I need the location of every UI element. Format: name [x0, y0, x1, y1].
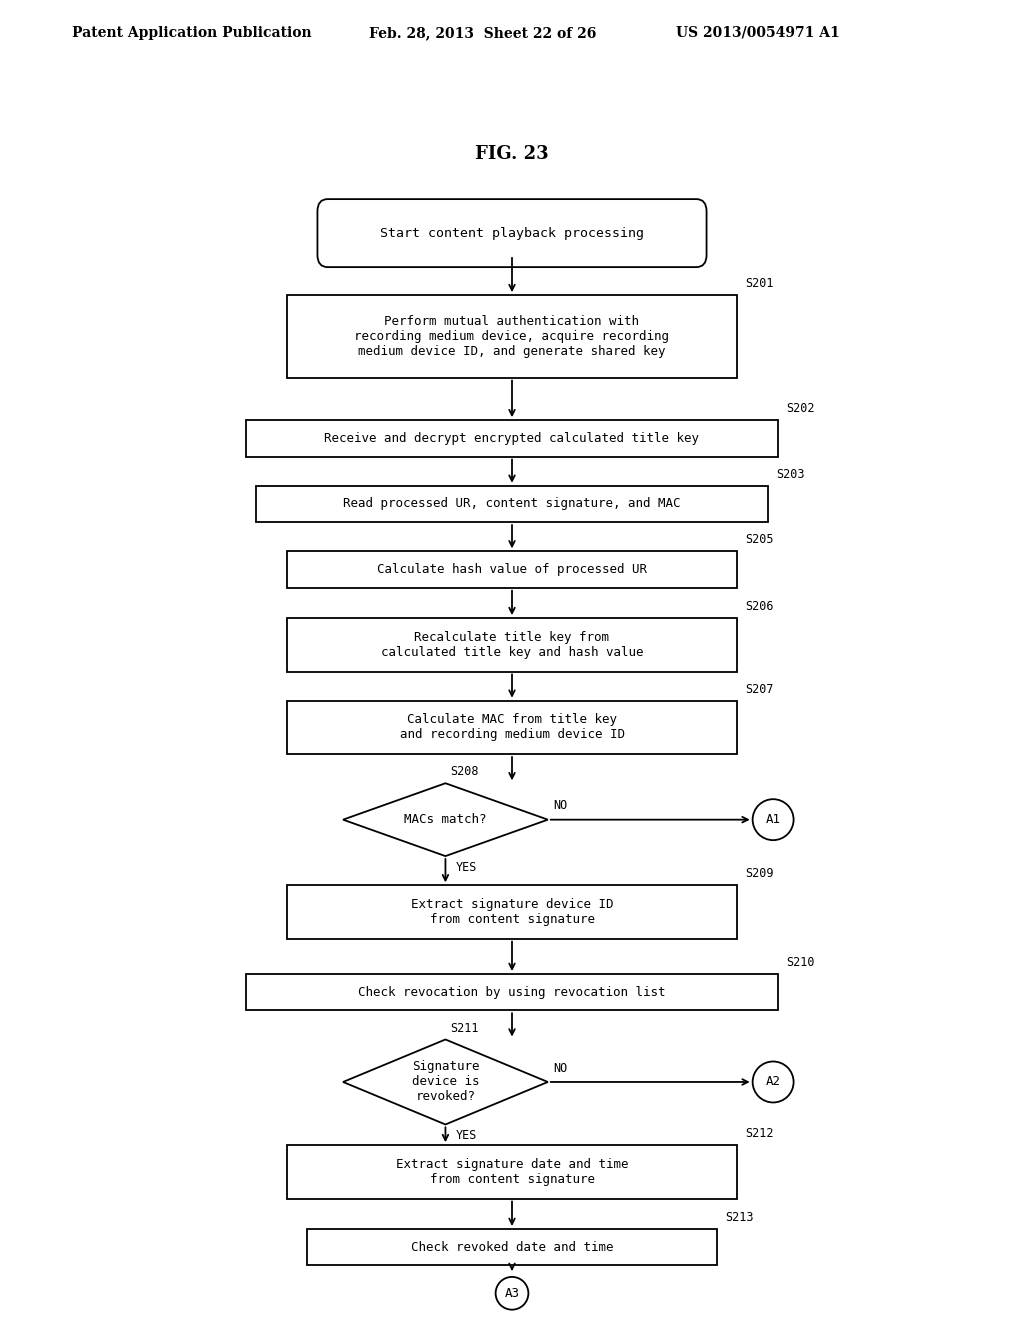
Text: Read processed UR, content signature, and MAC: Read processed UR, content signature, an…	[343, 498, 681, 511]
Ellipse shape	[753, 1061, 794, 1102]
Text: A2: A2	[766, 1076, 780, 1089]
Bar	[256, 486, 768, 523]
Bar	[287, 701, 737, 754]
Bar	[246, 974, 778, 1010]
Text: YES: YES	[456, 861, 477, 874]
Text: S212: S212	[745, 1127, 774, 1140]
Text: S202: S202	[786, 403, 815, 416]
Text: S201: S201	[745, 277, 774, 290]
Text: S211: S211	[451, 1022, 479, 1035]
Bar	[287, 1146, 737, 1199]
Text: S206: S206	[745, 601, 774, 614]
Bar	[287, 296, 737, 378]
Text: US 2013/0054971 A1: US 2013/0054971 A1	[676, 26, 840, 40]
Text: S209: S209	[745, 867, 774, 880]
Text: S203: S203	[776, 467, 805, 480]
Ellipse shape	[496, 1276, 528, 1309]
Text: FIG. 23: FIG. 23	[475, 145, 549, 164]
Polygon shape	[343, 783, 548, 857]
Text: Feb. 28, 2013  Sheet 22 of 26: Feb. 28, 2013 Sheet 22 of 26	[369, 26, 596, 40]
Bar	[287, 886, 737, 939]
Text: Patent Application Publication: Patent Application Publication	[72, 26, 311, 40]
Text: Perform mutual authentication with
recording medium device, acquire recording
me: Perform mutual authentication with recor…	[354, 315, 670, 358]
Polygon shape	[343, 1039, 548, 1125]
FancyBboxPatch shape	[317, 199, 707, 267]
Ellipse shape	[753, 799, 794, 840]
Text: Calculate MAC from title key
and recording medium device ID: Calculate MAC from title key and recordi…	[399, 713, 625, 742]
Text: MACs match?: MACs match?	[404, 813, 486, 826]
Text: Extract signature date and time
from content signature: Extract signature date and time from con…	[395, 1158, 629, 1185]
Text: Check revoked date and time: Check revoked date and time	[411, 1241, 613, 1254]
Bar	[246, 420, 778, 457]
Text: Extract signature device ID
from content signature: Extract signature device ID from content…	[411, 898, 613, 925]
Text: Recalculate title key from
calculated title key and hash value: Recalculate title key from calculated ti…	[381, 631, 643, 659]
Text: S210: S210	[786, 956, 815, 969]
Text: S205: S205	[745, 533, 774, 546]
Text: YES: YES	[456, 1130, 477, 1142]
Bar	[287, 552, 737, 587]
Bar	[307, 1229, 717, 1266]
Text: S207: S207	[745, 682, 774, 696]
Text: S213: S213	[725, 1210, 754, 1224]
Text: Calculate hash value of processed UR: Calculate hash value of processed UR	[377, 564, 647, 576]
Text: S208: S208	[451, 766, 479, 779]
Text: NO: NO	[553, 800, 567, 812]
Text: A3: A3	[505, 1287, 519, 1300]
Text: Start content playback processing: Start content playback processing	[380, 227, 644, 240]
Text: Check revocation by using revocation list: Check revocation by using revocation lis…	[358, 986, 666, 999]
Text: A1: A1	[766, 813, 780, 826]
Text: Receive and decrypt encrypted calculated title key: Receive and decrypt encrypted calculated…	[325, 432, 699, 445]
Text: NO: NO	[553, 1061, 567, 1074]
Bar	[287, 618, 737, 672]
Text: Signature
device is
revoked?: Signature device is revoked?	[412, 1060, 479, 1104]
